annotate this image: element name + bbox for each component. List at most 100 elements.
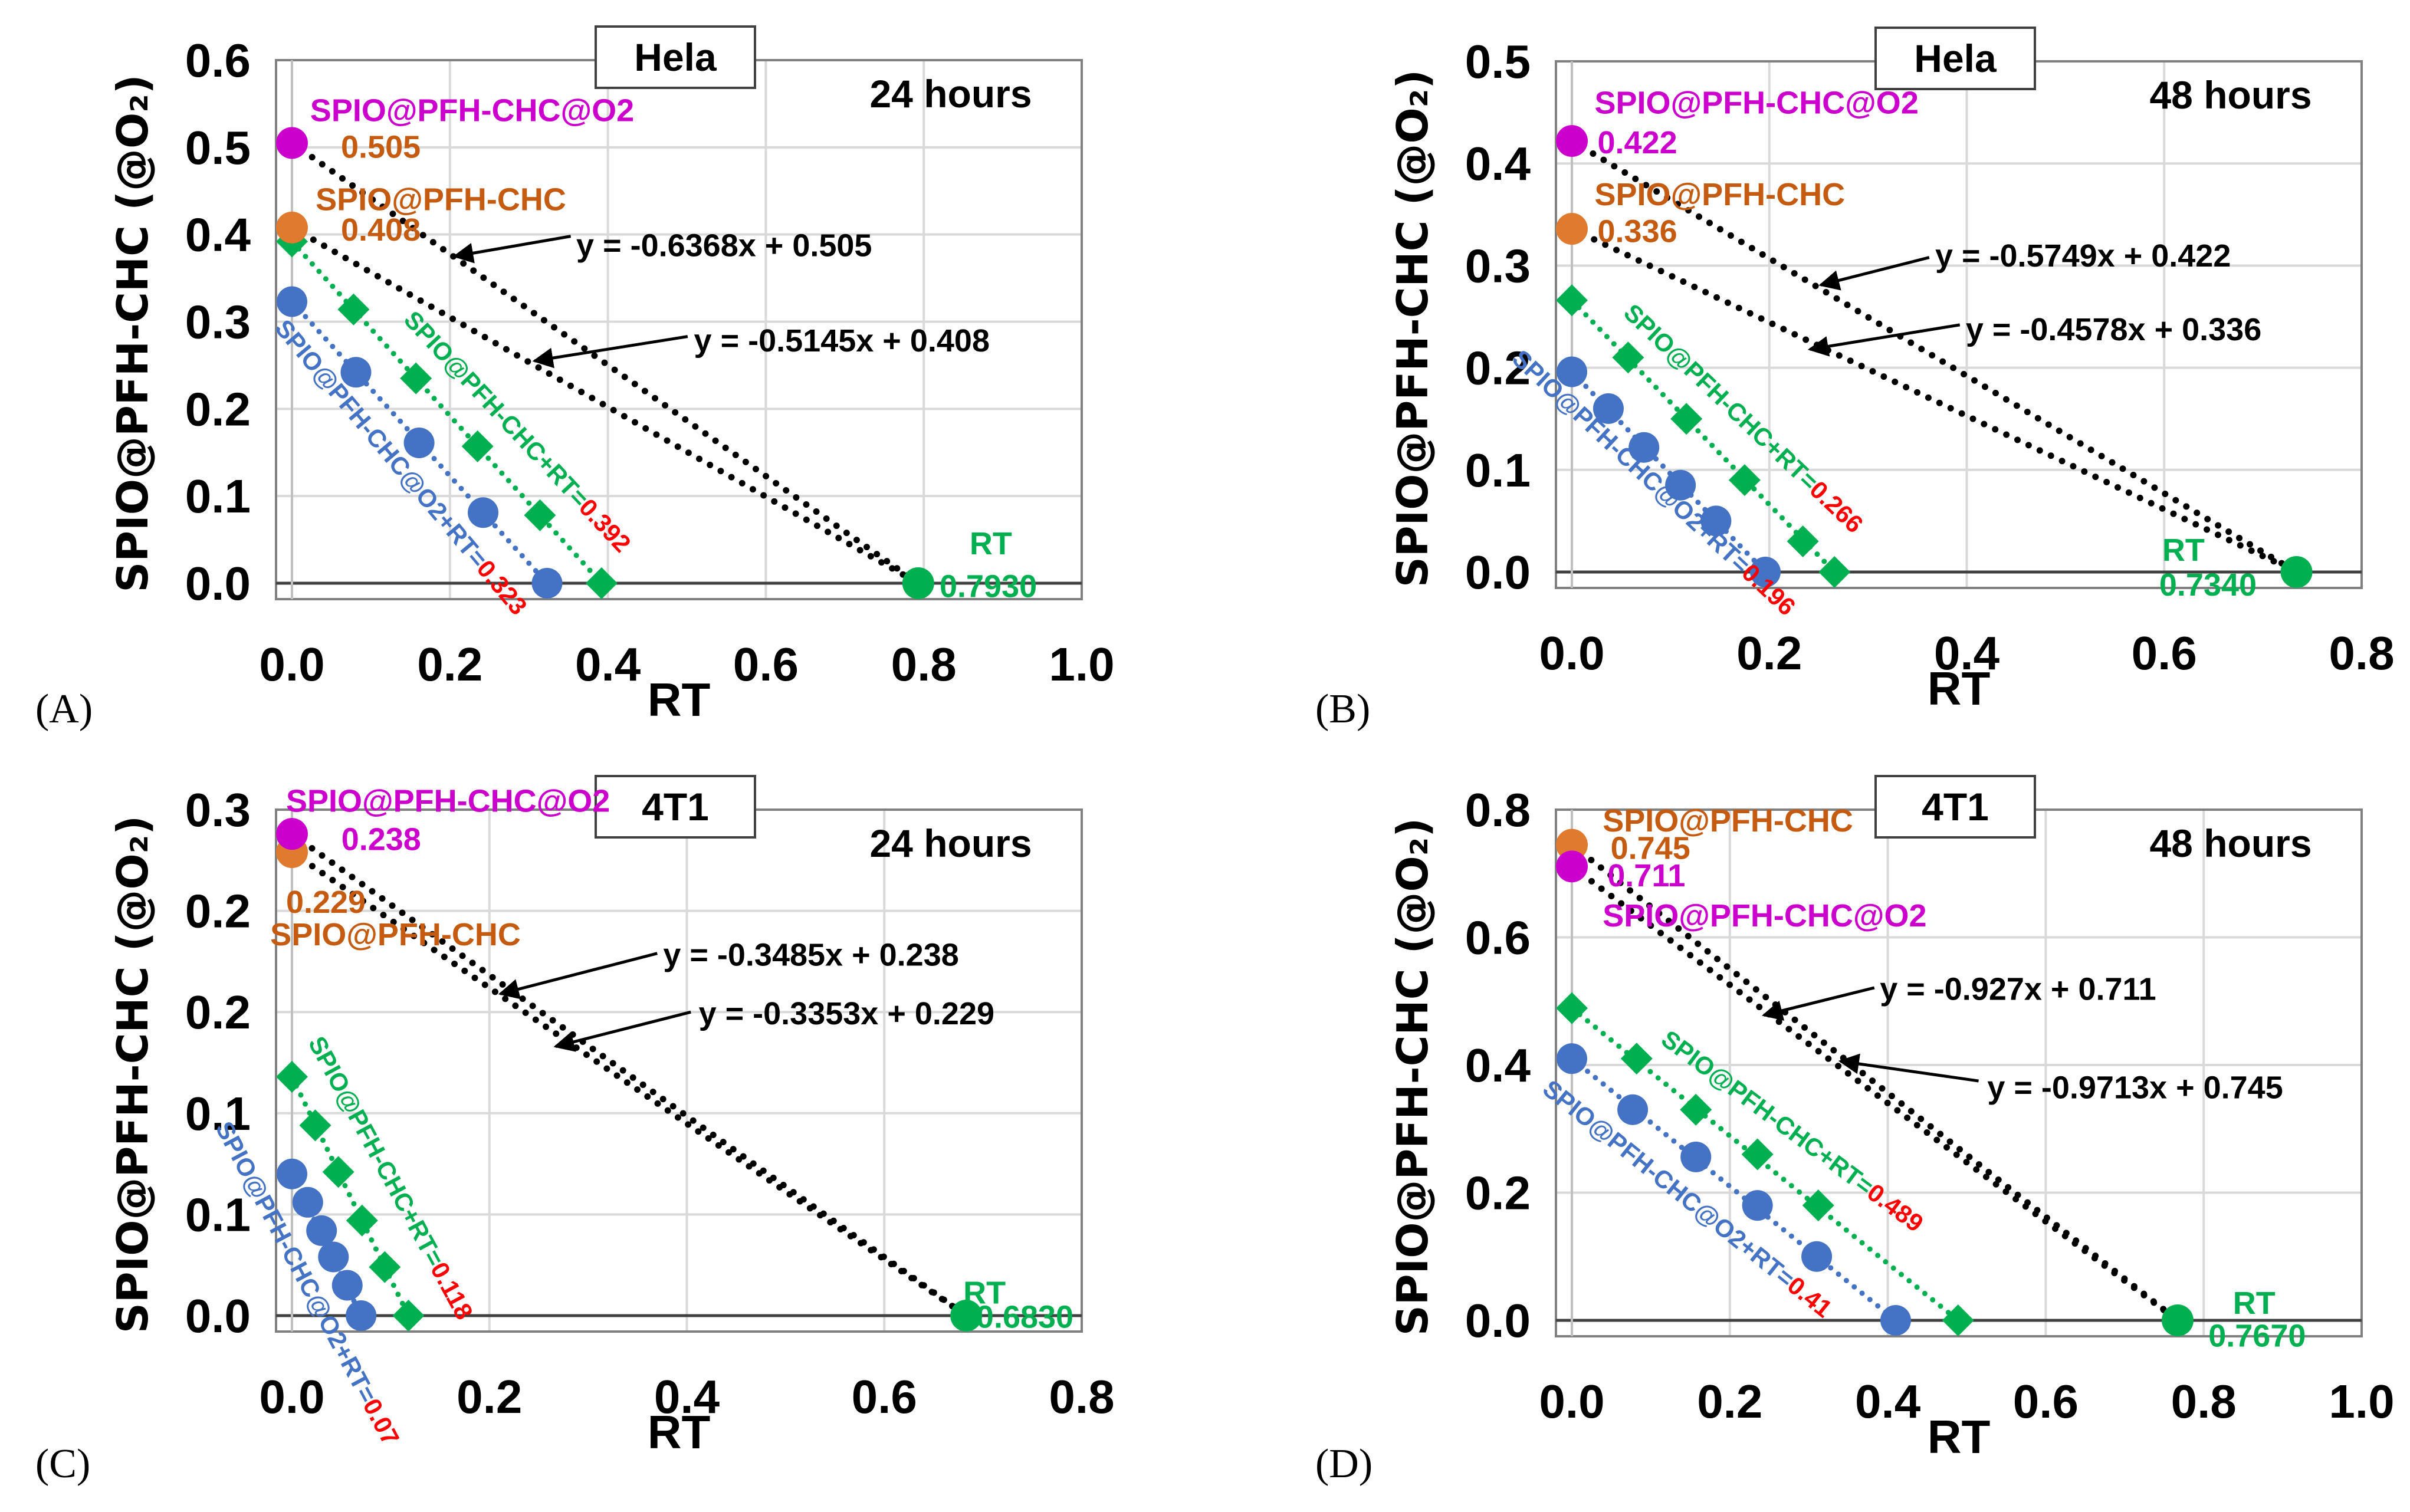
green-diamond-point bbox=[322, 1156, 354, 1188]
rt-point bbox=[902, 567, 934, 599]
green-diamond-point bbox=[1670, 403, 1703, 435]
trendline-chc bbox=[288, 849, 970, 1319]
trendline-combo-green bbox=[289, 238, 605, 586]
panel-letter: (D) bbox=[1315, 1441, 1373, 1487]
panel-letter: (C) bbox=[35, 1441, 90, 1487]
x-axis-title: RT bbox=[648, 1406, 711, 1458]
x-tick-label: 0.8 bbox=[1049, 1370, 1114, 1423]
y-tick-label: 0.1 bbox=[185, 470, 251, 522]
equation-label: y = -0.5749x + 0.422 bbox=[1935, 238, 2231, 274]
chc-label: SPIO@PFH-CHC bbox=[1594, 177, 1845, 212]
green-diamond-point bbox=[524, 499, 556, 531]
blue-circle-point bbox=[1880, 1305, 1911, 1336]
trendline-chc bbox=[288, 224, 922, 587]
y-tick-label: 0.6 bbox=[1465, 912, 1531, 964]
green-diamond-point bbox=[276, 1061, 308, 1093]
blue-circle-point bbox=[1700, 505, 1732, 537]
y-tick-label: 0.6 bbox=[185, 34, 251, 87]
y-tick-label: 0.2 bbox=[185, 986, 251, 1038]
y-axis-title: SPIO@PFH-CHC (@O₂) bbox=[108, 816, 157, 1333]
equation-arrow bbox=[532, 335, 688, 369]
green-diamond-point bbox=[1741, 1138, 1774, 1171]
chc-point bbox=[1556, 213, 1588, 245]
y-tick-label: 0.3 bbox=[185, 784, 251, 836]
y-tick-label: 0.0 bbox=[1465, 1294, 1531, 1347]
equation-arrow bbox=[553, 1010, 691, 1052]
chc-label: SPIO@PFH-CHC bbox=[1603, 803, 1853, 839]
rt-point bbox=[950, 1300, 983, 1332]
equation-label: y = -0.927x + 0.711 bbox=[1880, 972, 2156, 1007]
green-diamond-point bbox=[1802, 1189, 1834, 1222]
blue-circle-point bbox=[403, 427, 435, 458]
x-tick-label: 0.0 bbox=[259, 1370, 324, 1423]
blue-circle-point bbox=[318, 1241, 349, 1273]
green-diamond-point bbox=[1556, 992, 1588, 1024]
equation-arrow bbox=[498, 952, 658, 1000]
green-diamond-point bbox=[585, 567, 618, 599]
equation-label: y = -0.6368x + 0.505 bbox=[576, 228, 872, 264]
blue-circle-point bbox=[531, 568, 563, 599]
blue-circle-point bbox=[1628, 432, 1660, 463]
chc-value-label: 0.229 bbox=[286, 885, 366, 920]
y-tick-label: 0.4 bbox=[1465, 1039, 1531, 1092]
y-tick-label: 0.1 bbox=[185, 1087, 251, 1140]
x-tick-label: 0.2 bbox=[1697, 1375, 1762, 1428]
trendline-o2 bbox=[288, 830, 970, 1319]
rt-point bbox=[2162, 1304, 2194, 1336]
y-tick-label: 0.1 bbox=[1465, 444, 1531, 497]
o2-point bbox=[1556, 850, 1588, 883]
panel-letter: (B) bbox=[1315, 686, 1370, 732]
panel-b: 0.0 0.2 0.4 0.6 0.8 0.0 0.1 0.2 0.3 0.4 0.5 RT SPIO@… bbox=[1315, 27, 2395, 732]
trendline-chc bbox=[1568, 225, 2300, 576]
o2-value-label: 0.711 bbox=[1607, 858, 1685, 893]
blue-circle-point bbox=[468, 497, 499, 528]
x-tick-label: 0.6 bbox=[852, 1370, 917, 1423]
chc-value-label: 0.408 bbox=[341, 212, 421, 248]
cell-line-label: Hela bbox=[634, 35, 717, 79]
green-diamond-point bbox=[1556, 284, 1588, 317]
blue-circle-point bbox=[292, 1186, 323, 1218]
equation-label: y = -0.3485x + 0.238 bbox=[663, 937, 958, 972]
chc-value-label: 0.336 bbox=[1598, 214, 1677, 249]
combo-green-label-value: 0.392 bbox=[574, 493, 636, 557]
y-tick-label: 0.4 bbox=[1465, 137, 1531, 190]
x-axis-title: RT bbox=[1928, 662, 1991, 715]
green-diamond-point bbox=[1620, 1043, 1653, 1075]
time-label: 48 hours bbox=[2149, 73, 2312, 117]
panel-a: 0.0 0.2 0.4 0.6 0.8 1.0 0.0 0.1 0.2 0.3 0.4 0.5 0.6 R… bbox=[35, 25, 1115, 732]
o2-label: SPIO@PFH-CHC@O2 bbox=[286, 783, 610, 819]
x-tick-label: 0.4 bbox=[1855, 1375, 1921, 1428]
x-tick-label: 0.0 bbox=[1539, 627, 1604, 679]
trendline-combo-green bbox=[1569, 297, 1837, 575]
rt-label: RT bbox=[963, 1275, 1006, 1310]
blue-circle-point bbox=[1750, 557, 1781, 587]
blue-circle-point bbox=[1801, 1241, 1833, 1272]
trendline-o2 bbox=[1568, 863, 2181, 1324]
cell-line-box bbox=[1874, 27, 2036, 90]
green-diamond-point bbox=[1818, 556, 1851, 588]
x-tick-label: 0.8 bbox=[891, 638, 957, 691]
y-tick-label: 0.8 bbox=[1465, 784, 1531, 836]
o2-label: SPIO@PFH-CHC@O2 bbox=[1603, 898, 1926, 934]
rt-value-label: 0.6830 bbox=[976, 1300, 1073, 1335]
x-tick-label: 0.2 bbox=[417, 638, 482, 691]
time-label: 48 hours bbox=[2149, 821, 2312, 865]
y-tick-label: 0.2 bbox=[1465, 342, 1531, 395]
rt-label: RT bbox=[2233, 1286, 2276, 1321]
y-tick-label: 0.3 bbox=[1465, 239, 1531, 292]
green-diamond-point bbox=[369, 1251, 401, 1283]
y-tick-label: 0.1 bbox=[185, 1188, 251, 1241]
green-diamond-point bbox=[400, 362, 432, 395]
x-tick-label: 1.0 bbox=[2329, 1375, 2394, 1428]
y-tick-label: 0.2 bbox=[185, 885, 251, 938]
o2-value-label: 0.238 bbox=[342, 822, 421, 857]
trendline-o2 bbox=[1568, 137, 2300, 576]
combo-green-label-value: 0.489 bbox=[1862, 1178, 1928, 1237]
x-tick-label: 0.0 bbox=[259, 638, 324, 691]
chc-value-label: 0.745 bbox=[1611, 830, 1690, 866]
x-tick-label: 0.6 bbox=[2013, 1375, 2079, 1428]
o2-point bbox=[276, 127, 308, 159]
x-tick-label: 0.2 bbox=[457, 1370, 522, 1423]
x-tick-label: 0.0 bbox=[1539, 1375, 1604, 1428]
y-tick-label: 0.0 bbox=[1465, 546, 1531, 599]
